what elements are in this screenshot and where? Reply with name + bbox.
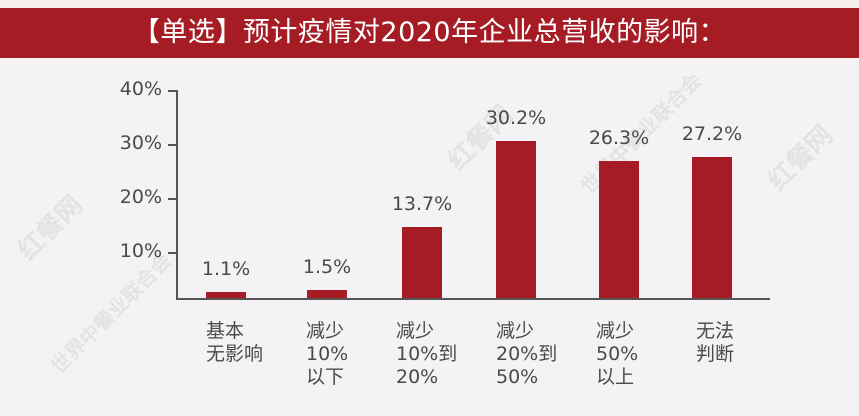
y-tick-label: 30% — [119, 132, 162, 154]
bar-chart: 红餐网 世界中餐业联合会 红餐网 世界中餐业联合会 红餐网 40% 30% 20… — [0, 58, 859, 416]
watermark: 红餐网 — [12, 190, 89, 267]
category-label: 减少 10% 以下 — [306, 320, 349, 388]
y-axis — [176, 90, 178, 300]
y-tick-label: 40% — [119, 78, 162, 100]
bar-value-label: 13.7% — [391, 192, 453, 215]
category-label: 无法 判断 — [696, 320, 735, 365]
bar-value-label: 30.2% — [485, 106, 547, 129]
y-tick — [168, 90, 177, 92]
category-label: 减少 10%到 20% — [396, 320, 458, 388]
y-tick-label: 20% — [119, 186, 162, 208]
y-tick-label: 10% — [119, 240, 162, 262]
watermark: 红餐网 — [762, 120, 839, 197]
bar-value-label: 26.3% — [588, 127, 650, 150]
y-tick — [168, 198, 177, 200]
bar — [402, 226, 442, 298]
x-axis — [176, 298, 770, 300]
bar-value-label: 27.2% — [681, 122, 743, 145]
bar-value-label: 1.1% — [201, 258, 251, 281]
category-label: 减少 50% 以上 — [596, 320, 639, 388]
top-strip — [0, 0, 859, 8]
y-tick — [168, 144, 177, 146]
y-tick — [168, 252, 177, 254]
bar — [692, 156, 732, 298]
watermark: 世界中餐业联合会 — [46, 248, 177, 379]
category-label: 基本 无影响 — [206, 320, 264, 365]
chart-title: 【单选】预计疫情对2020年企业总营收的影响： — [0, 8, 859, 58]
bar — [206, 292, 246, 298]
bar — [307, 290, 347, 298]
bar — [599, 161, 639, 298]
category-label: 减少 20%到 50% — [496, 320, 558, 388]
bar — [496, 140, 536, 298]
bar-value-label: 1.5% — [302, 256, 352, 279]
